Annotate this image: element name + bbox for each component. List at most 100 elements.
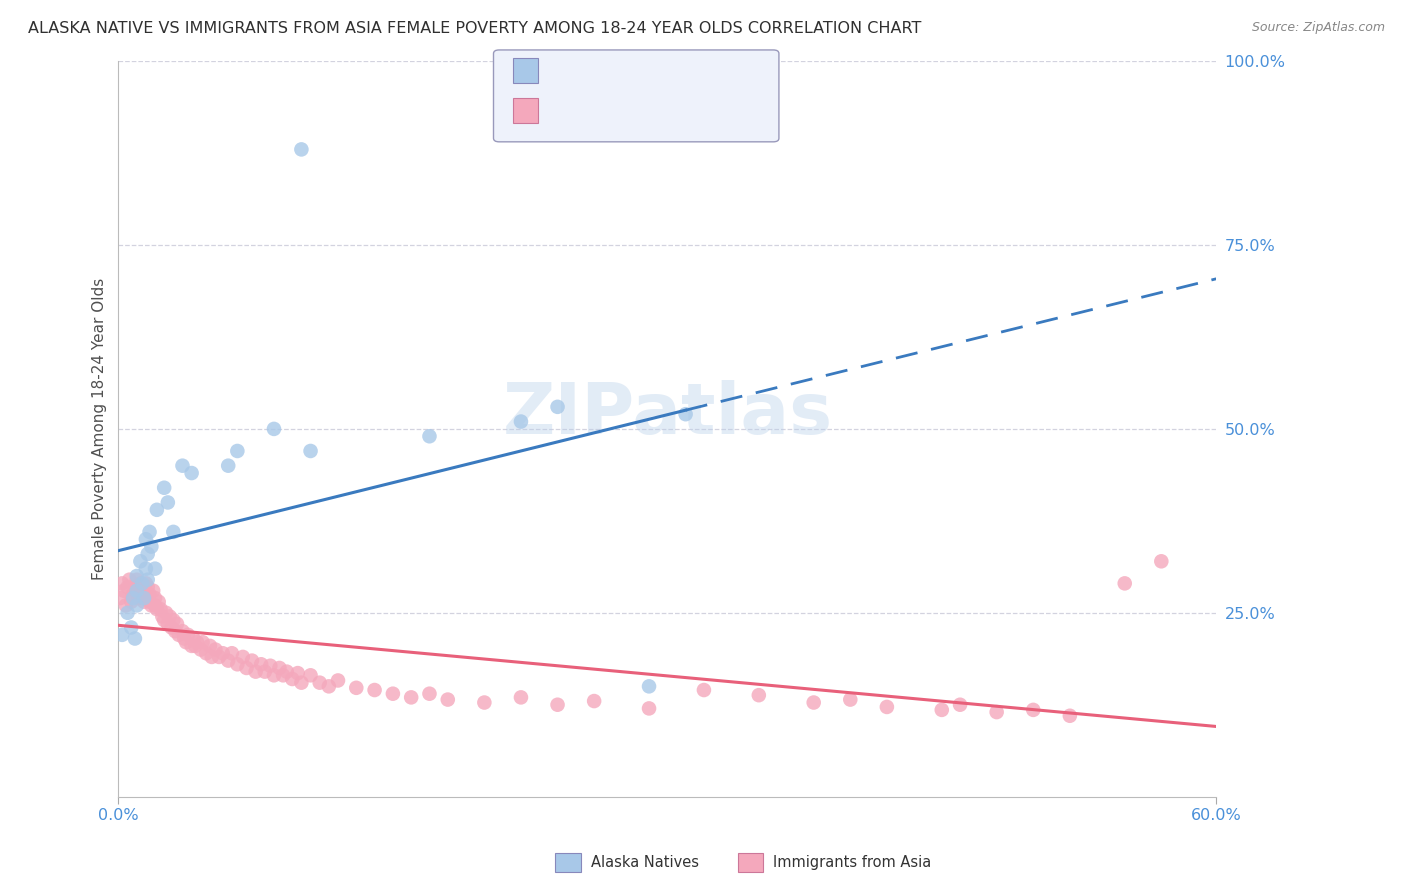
Point [1114, 576, 1136, 591]
Point [290, 675, 312, 690]
Point [138, 524, 160, 539]
Point [510, 690, 533, 705]
Point [418, 687, 440, 701]
Point [299, 444, 322, 458]
Text: R =: R = [550, 63, 576, 78]
Point [173, 632, 195, 646]
Point [132, 591, 155, 605]
Point [136, 573, 159, 587]
Point [132, 583, 155, 598]
Point [136, 580, 159, 594]
Point [1022, 703, 1045, 717]
Text: N =: N = [662, 63, 690, 78]
Point [208, 649, 231, 664]
Point [122, 587, 145, 601]
Point [129, 587, 152, 601]
Point [167, 628, 190, 642]
Point [226, 657, 249, 672]
Point [232, 649, 254, 664]
Text: R =: R = [550, 103, 576, 118]
Point [211, 646, 233, 660]
Point [177, 628, 200, 642]
Point [166, 616, 188, 631]
Point [287, 666, 309, 681]
Point [1059, 708, 1081, 723]
Point [318, 679, 340, 693]
Point [259, 658, 281, 673]
Point [363, 683, 385, 698]
Point [876, 700, 898, 714]
Point [186, 635, 208, 649]
Point [180, 466, 202, 480]
Point [381, 687, 404, 701]
Point [149, 602, 172, 616]
Point [290, 142, 312, 156]
Point [136, 591, 159, 605]
Point [195, 646, 218, 660]
Text: ZIPatlas: ZIPatlas [502, 380, 832, 449]
Point [153, 613, 176, 627]
Point [839, 692, 862, 706]
Point [174, 635, 197, 649]
Point [124, 580, 146, 594]
Point [125, 583, 148, 598]
Point [308, 675, 330, 690]
Point [135, 533, 157, 547]
Point [110, 591, 132, 605]
Point [150, 609, 173, 624]
Text: Immigrants from Asia: Immigrants from Asia [773, 855, 932, 870]
Text: 0.598: 0.598 [595, 63, 641, 78]
Point [143, 591, 166, 605]
Point [263, 668, 285, 682]
Text: 100: 100 [704, 103, 735, 118]
Point [172, 458, 194, 473]
Point [235, 661, 257, 675]
Point [191, 635, 214, 649]
Point [326, 673, 349, 688]
Point [183, 632, 205, 646]
Point [118, 573, 141, 587]
Point [160, 620, 183, 634]
Point [436, 692, 458, 706]
Point [125, 569, 148, 583]
Point [226, 444, 249, 458]
Point [172, 624, 194, 639]
Point [155, 606, 177, 620]
Point [159, 609, 181, 624]
Point [120, 595, 142, 609]
Point [638, 679, 661, 693]
Point [399, 690, 422, 705]
Point [125, 573, 148, 587]
Point [204, 642, 226, 657]
Point [136, 547, 159, 561]
Point [803, 696, 825, 710]
Point [111, 628, 134, 642]
Point [132, 595, 155, 609]
Point [141, 540, 163, 554]
Point [138, 595, 160, 609]
Point [344, 681, 367, 695]
Point [299, 668, 322, 682]
Point [117, 606, 139, 620]
Point [148, 595, 170, 609]
Point [142, 583, 165, 598]
Point [162, 613, 184, 627]
Point [135, 587, 157, 601]
Point [281, 672, 304, 686]
Text: ALASKA NATIVE VS IMMIGRANTS FROM ASIA FEMALE POVERTY AMONG 18-24 YEAR OLDS CORRE: ALASKA NATIVE VS IMMIGRANTS FROM ASIA FE… [28, 21, 921, 36]
Point [125, 599, 148, 613]
Point [156, 495, 179, 509]
Point [269, 661, 291, 675]
Point [180, 639, 202, 653]
Point [122, 591, 145, 605]
Point [112, 583, 135, 598]
Point [693, 683, 716, 698]
Point [138, 587, 160, 601]
Point [748, 688, 770, 702]
Point [143, 599, 166, 613]
Point [156, 616, 179, 631]
Point [263, 422, 285, 436]
Point [583, 694, 606, 708]
Text: 34: 34 [704, 63, 724, 78]
Point [128, 591, 150, 605]
